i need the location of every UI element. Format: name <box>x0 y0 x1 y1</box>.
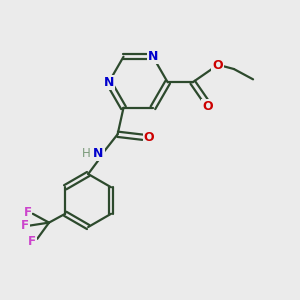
Text: O: O <box>202 100 213 113</box>
Text: H: H <box>82 147 91 160</box>
Text: N: N <box>103 76 114 89</box>
Text: N: N <box>93 147 104 160</box>
Text: F: F <box>21 219 28 232</box>
Text: F: F <box>28 235 36 248</box>
Text: O: O <box>144 131 154 144</box>
Text: O: O <box>212 59 223 72</box>
Text: F: F <box>23 206 32 219</box>
Text: N: N <box>148 50 158 63</box>
